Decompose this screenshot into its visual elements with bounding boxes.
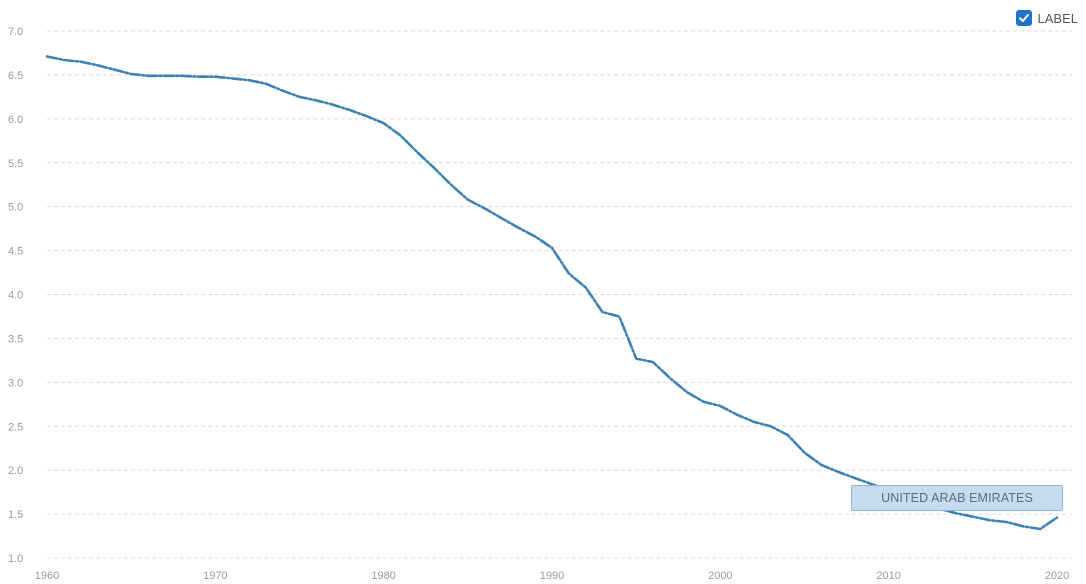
gridlines <box>47 30 1072 559</box>
y-tick-label: 3.5 <box>8 333 23 345</box>
y-tick-label: 6.0 <box>8 114 23 126</box>
y-tick-label: 5.0 <box>8 202 23 214</box>
x-tick-label: 1990 <box>540 570 564 582</box>
x-axis-ticks: 1960 1970 1980 1990 2000 2010 2020 <box>35 570 1069 582</box>
y-tick-label: 4.5 <box>8 246 23 258</box>
y-tick-label: 5.5 <box>8 158 23 170</box>
y-tick-label: 3.0 <box>8 377 23 389</box>
label-checkbox[interactable] <box>1015 10 1032 26</box>
x-tick-label: 1980 <box>371 570 395 582</box>
y-tick-label: 2.5 <box>8 421 23 433</box>
x-tick-label: 2010 <box>876 570 900 582</box>
y-tick-label: 6.5 <box>8 70 23 82</box>
checkmark-icon <box>1018 14 1029 22</box>
x-tick-label: 1970 <box>203 570 227 582</box>
y-tick-label: 1.0 <box>8 553 23 565</box>
series-line <box>45 55 1059 531</box>
y-tick-label: 2.0 <box>8 465 23 477</box>
x-tick-label: 2020 <box>1045 570 1069 582</box>
x-tick-label: 1960 <box>35 570 59 582</box>
label-toggle-text: LABEL <box>1037 10 1078 26</box>
y-tick-label: 7.0 <box>8 26 23 38</box>
x-tick-label: 2000 <box>708 570 732 582</box>
y-tick-label: 4.0 <box>8 290 23 302</box>
series-group <box>45 55 1059 531</box>
series-label-tag: UNITED ARAB EMIRATES <box>851 485 1063 511</box>
y-tick-label: 1.5 <box>8 509 23 521</box>
y-axis-ticks: 1.0 1.5 2.0 2.5 3.0 3.5 4.0 4.5 5.0 5.5 6.0 6.5 7.0 <box>8 26 23 565</box>
label-toggle[interactable]: LABEL <box>1015 10 1078 26</box>
